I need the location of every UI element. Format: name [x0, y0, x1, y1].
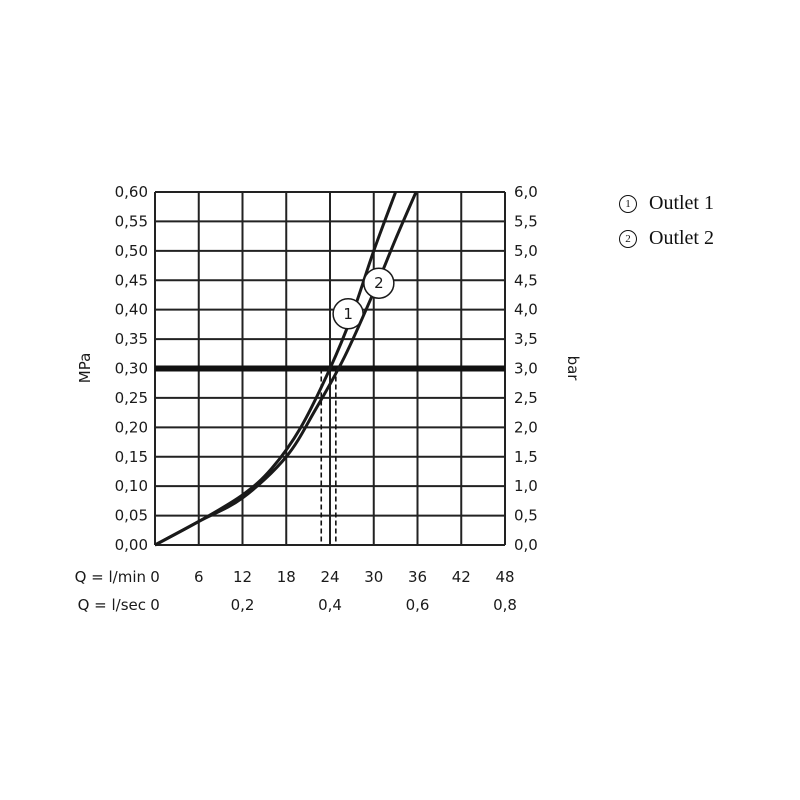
- y-tick-label-right: 4,5: [514, 271, 538, 289]
- y-tick-label-right: 5,5: [514, 212, 538, 230]
- y-tick-label-left: 0,45: [115, 271, 148, 289]
- legend-item-outlet-1: 1 Outlet 1: [619, 186, 714, 221]
- x-tick-label-lsec: 0: [150, 596, 160, 614]
- x-tick-label-lsec: 0,4: [318, 596, 342, 614]
- y-tick-label-right: 5,0: [514, 242, 538, 260]
- y-tick-label-right: 3,0: [514, 360, 538, 378]
- y-tick-label-left: 0,10: [115, 477, 148, 495]
- y-tick-label-right: 2,0: [514, 418, 538, 436]
- y-tick-label-left: 0,20: [115, 418, 148, 436]
- y-tick-label-right: 1,5: [514, 448, 538, 466]
- y-tick-label-left: 0,30: [115, 360, 148, 378]
- x-tick-label-lmin: 36: [408, 568, 427, 586]
- x-tick-label-lmin: 18: [277, 568, 296, 586]
- series-marker-2: [363, 267, 395, 299]
- y-tick-label-right: 0,0: [514, 536, 538, 554]
- y-tick-label-left: 0,40: [115, 301, 148, 319]
- x-tick-label-lmin: 30: [364, 568, 383, 586]
- x-tick-label-lmin: 0: [150, 568, 160, 586]
- legend-badge-1: 1: [619, 194, 637, 213]
- y-axis-label-left: MPa: [76, 353, 94, 384]
- x-tick-label-lmin: 12: [233, 568, 252, 586]
- x-tick-label-lsec: 0,6: [406, 596, 430, 614]
- y-axis-label-right: bar: [564, 356, 582, 382]
- x-tick-label-lmin: 6: [194, 568, 204, 586]
- x-axis-label-lsec: Q = l/sec: [78, 596, 146, 614]
- y-tick-label-left: 0,25: [115, 389, 148, 407]
- legend-badge-2: 2: [619, 229, 637, 248]
- x-tick-label-lsec: 0,2: [231, 596, 255, 614]
- series-marker-label-1: 1: [343, 305, 353, 323]
- series-marker-label-2: 2: [374, 274, 384, 292]
- y-tick-label-right: 4,0: [514, 301, 538, 319]
- x-tick-label-lsec: 0,8: [493, 596, 517, 614]
- y-tick-label-right: 3,5: [514, 330, 538, 348]
- y-tick-label-left: 0,55: [115, 212, 148, 230]
- y-tick-label-right: 2,5: [514, 389, 538, 407]
- y-tick-label-right: 0,5: [514, 507, 538, 525]
- y-tick-label-left: 0,00: [115, 536, 148, 554]
- legend-label-outlet-1: Outlet 1: [649, 192, 714, 214]
- y-tick-label-left: 0,15: [115, 448, 148, 466]
- y-tick-label-left: 0,50: [115, 242, 148, 260]
- y-tick-label-left: 0,60: [115, 183, 148, 201]
- x-tick-label-lmin: 24: [320, 568, 339, 586]
- legend-item-outlet-2: 2 Outlet 2: [619, 221, 714, 256]
- series-line-outlet-2: [154, 191, 418, 547]
- legend-label-outlet-2: Outlet 2: [649, 227, 714, 249]
- x-tick-label-lmin: 42: [452, 568, 471, 586]
- y-tick-label-left: 0,05: [115, 507, 148, 525]
- tick-labels: 0 6 12 18 24 30 36 42 480,00 0,00,05 0,50,10 1,00,1…: [115, 183, 538, 614]
- series-layer: 12: [154, 191, 418, 547]
- y-tick-label-right: 6,0: [514, 183, 538, 201]
- x-axis-label-lmin: Q = l/min: [75, 568, 146, 586]
- y-tick-label-right: 1,0: [514, 477, 538, 495]
- y-tick-label-left: 0,35: [115, 330, 148, 348]
- x-tick-label-lmin: 48: [495, 568, 514, 586]
- legend: 1 Outlet 1 2 Outlet 2: [619, 186, 714, 256]
